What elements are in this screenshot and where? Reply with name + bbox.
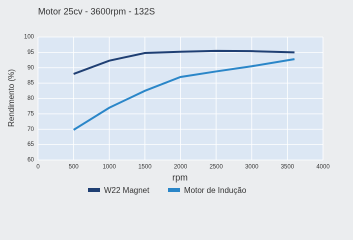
x-axis-label: rpm xyxy=(172,172,188,182)
x-tick-label: 1500 xyxy=(138,165,152,171)
y-tick-label: 75 xyxy=(27,111,34,117)
y-tick-label: 95 xyxy=(27,50,34,56)
chart: Motor 25cv - 3600rpm - 132S rpm Rendimen… xyxy=(7,6,330,195)
x-tick-label: 2000 xyxy=(174,165,188,171)
y-axis-label: Rendimento (%) xyxy=(7,69,16,127)
y-tick-label: 85 xyxy=(27,81,34,87)
line xyxy=(73,58,295,131)
x-tick-label: 4000 xyxy=(316,165,330,171)
y-tick-label: 65 xyxy=(27,142,34,148)
legend-label: Motor de Indução xyxy=(184,186,247,195)
x-tick-label: 1000 xyxy=(103,165,117,171)
legend-label: W22 Magnet xyxy=(104,186,150,195)
x-tick-label: 2500 xyxy=(209,165,223,171)
y-tick-label: 60 xyxy=(27,158,34,164)
x-tick-label: 3500 xyxy=(281,165,295,171)
y-tick-label: 70 xyxy=(27,127,34,133)
legend-swatch xyxy=(88,188,100,192)
chart-title: Motor 25cv - 3600rpm - 132S xyxy=(38,6,155,16)
y-tick-label: 90 xyxy=(27,65,34,71)
x-tick-label: 0 xyxy=(36,165,40,171)
x-tick-label: 500 xyxy=(69,165,80,171)
y-tick-label: 100 xyxy=(24,35,35,41)
y-tick-label: 80 xyxy=(27,96,34,102)
legend-swatch xyxy=(168,188,180,192)
x-tick-label: 3000 xyxy=(245,165,259,171)
line xyxy=(73,49,295,75)
